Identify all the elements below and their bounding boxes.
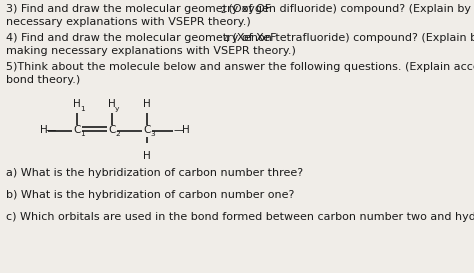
Text: 3: 3 (150, 131, 155, 137)
Text: H: H (143, 151, 151, 161)
Text: b) What is the hybridization of carbon number one?: b) What is the hybridization of carbon n… (6, 190, 294, 200)
Text: bond theory.): bond theory.) (6, 75, 80, 85)
Text: 2: 2 (220, 6, 225, 15)
Text: 4) Find and draw the molecular geometry of XeF: 4) Find and draw the molecular geometry … (6, 33, 276, 43)
Text: H: H (108, 99, 116, 109)
Text: a) What is the hybridization of carbon number three?: a) What is the hybridization of carbon n… (6, 168, 303, 178)
Text: (Oxygen difluoride) compound? (Explain by making: (Oxygen difluoride) compound? (Explain b… (225, 4, 474, 14)
Text: making necessary explanations with VSEPR theory.): making necessary explanations with VSEPR… (6, 46, 296, 56)
Text: C: C (73, 125, 81, 135)
Text: —: — (174, 125, 184, 135)
Text: H: H (182, 125, 190, 135)
Text: 3) Find and draw the molecular geometry of OF: 3) Find and draw the molecular geometry … (6, 4, 271, 14)
Text: (Xenon tetrafluoride) compound? (Explain by: (Xenon tetrafluoride) compound? (Explain… (229, 33, 474, 43)
Text: c) Which orbitals are used in the bond formed between carbon number two and hydr: c) Which orbitals are used in the bond f… (6, 212, 474, 222)
Text: C: C (108, 125, 115, 135)
Text: 5)Think about the molecule below and answer the following questions. (Explain ac: 5)Think about the molecule below and ans… (6, 62, 474, 72)
Text: y: y (115, 106, 119, 112)
Text: 2: 2 (115, 131, 120, 137)
Text: H: H (40, 125, 48, 135)
Text: 1: 1 (80, 131, 85, 137)
Text: H: H (73, 99, 81, 109)
Text: —: — (46, 125, 56, 135)
Text: necessary explanations with VSEPR theory.): necessary explanations with VSEPR theory… (6, 17, 251, 27)
Text: H: H (143, 99, 151, 109)
Text: C: C (143, 125, 150, 135)
Text: 1: 1 (80, 106, 85, 112)
Text: 4: 4 (224, 35, 229, 44)
